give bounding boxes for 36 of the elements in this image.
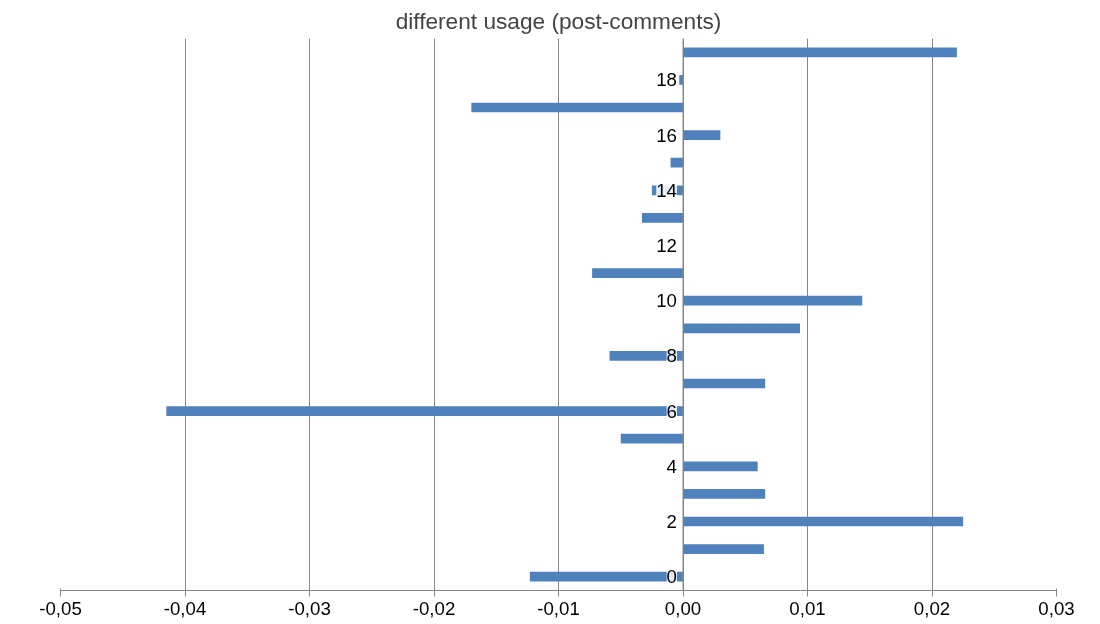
x-tick-label: -0,05 [39,597,82,619]
y-tick-label: 14 [656,179,678,201]
bar [683,47,957,58]
bar [683,323,801,334]
bar [620,433,683,444]
bar [683,489,766,499]
x-tick-label: 0,01 [789,597,826,619]
bar [641,213,683,223]
y-tick-label: 2 [666,511,678,532]
chart-title: different usage (post-comments) [395,7,722,34]
bar [471,102,683,113]
y-tick-label: 12 [656,235,678,256]
x-tick-label: 0,03 [1038,597,1075,619]
bar [683,378,766,389]
bar [166,406,683,416]
bar [683,130,721,140]
bar [683,516,964,527]
bar [683,544,764,554]
y-tick-label: 10 [656,290,678,312]
y-tick-label: 0 [666,566,678,588]
bar [683,461,758,472]
bar [670,157,683,168]
x-tick-label: -0,02 [412,597,456,619]
x-tick-label: -0,04 [163,597,207,619]
y-tick-label: 6 [666,400,678,422]
y-tick-label: 18 [656,69,678,91]
y-tick-label: 16 [656,124,678,146]
x-tick-label: -0,03 [288,597,331,619]
bar [683,295,863,306]
bar [529,571,683,582]
x-tick-label: 0,00 [664,597,702,619]
x-tick-label: 0,02 [913,597,951,619]
y-tick-label: 8 [666,345,678,367]
bar [592,268,683,278]
x-tick-label: -0,01 [537,597,580,619]
y-tick-label: 4 [666,455,678,477]
